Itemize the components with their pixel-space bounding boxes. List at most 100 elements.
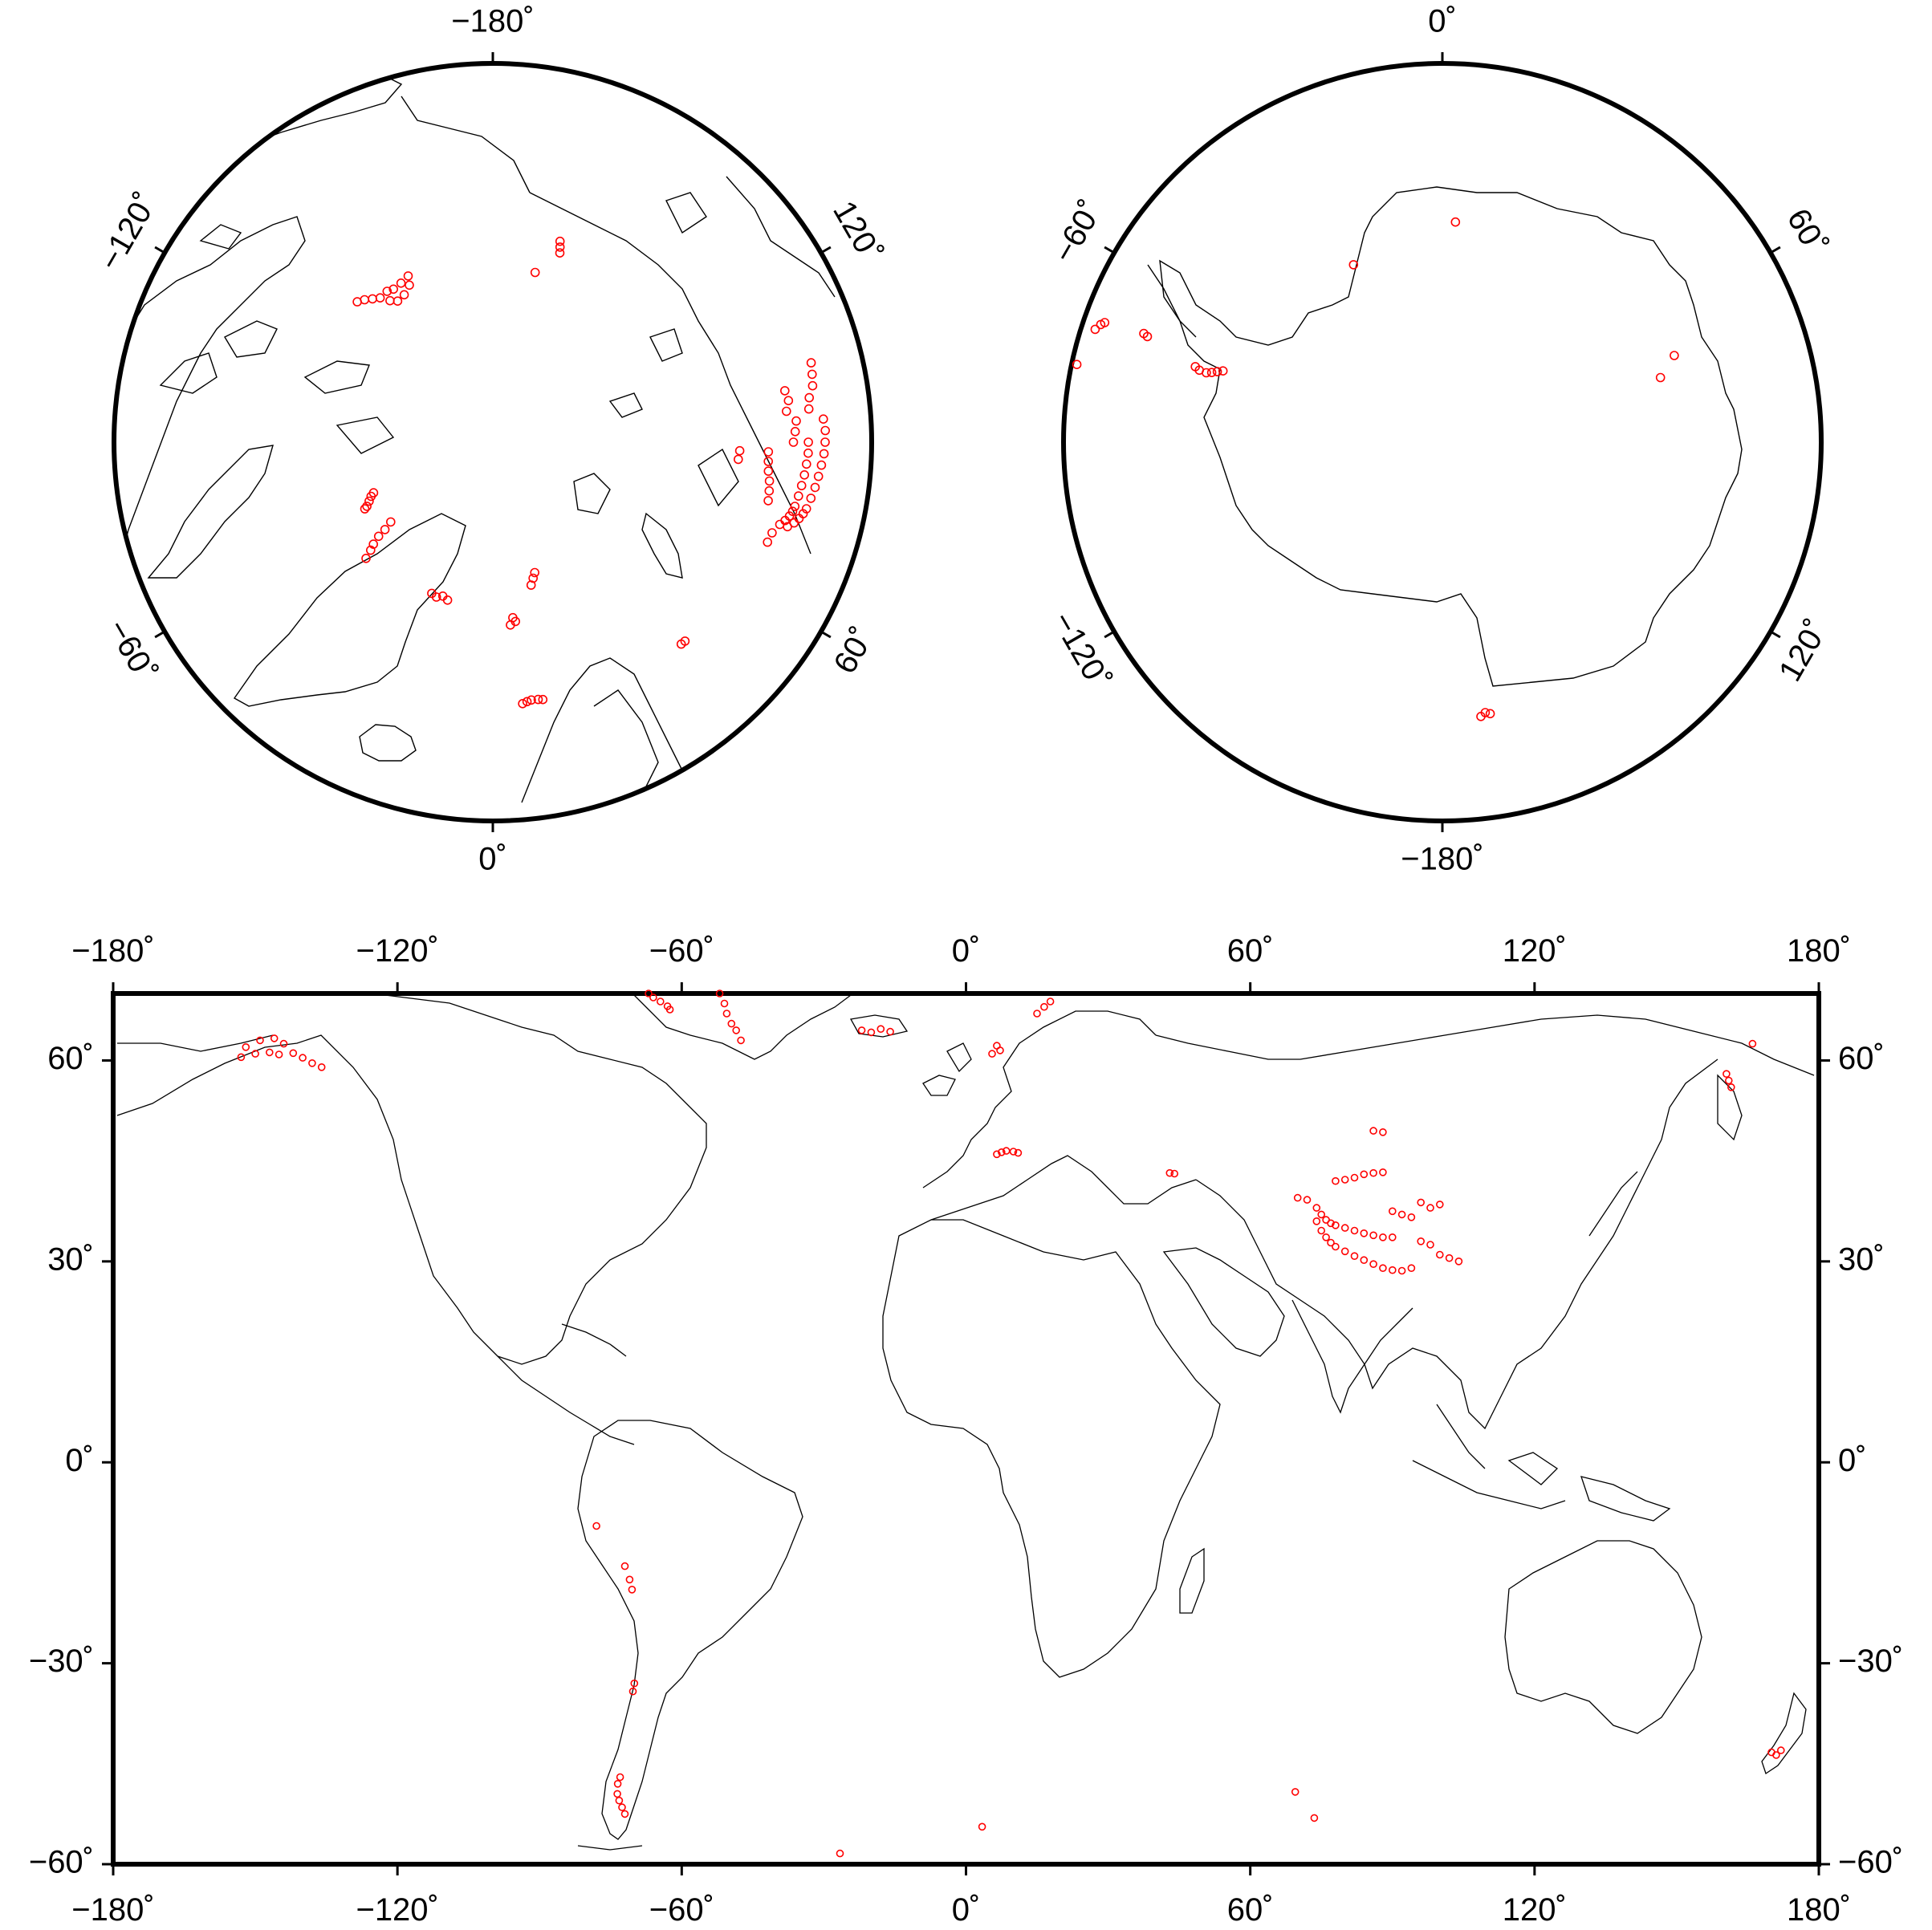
lon-label: −180˚ bbox=[451, 4, 534, 39]
data-point bbox=[867, 1028, 876, 1037]
india-coastline bbox=[1291, 1299, 1413, 1414]
data-point bbox=[1397, 1266, 1406, 1275]
asia-coastline bbox=[1155, 1014, 1815, 1076]
north-data-point bbox=[385, 517, 396, 527]
data-point bbox=[1369, 1260, 1377, 1268]
x-tick-label-bottom: 0˚ bbox=[952, 1892, 981, 1928]
data-point bbox=[1379, 1264, 1387, 1272]
north-data-point bbox=[803, 437, 813, 447]
data-point bbox=[978, 1822, 986, 1831]
scandinavia-coastline bbox=[521, 657, 683, 803]
south-data-point bbox=[1450, 217, 1461, 227]
north-data-point bbox=[820, 437, 830, 447]
north-data-point bbox=[518, 698, 527, 709]
data-point bbox=[645, 989, 653, 998]
data-point bbox=[613, 1790, 621, 1798]
north-data-point bbox=[555, 242, 565, 252]
north-data-point bbox=[733, 454, 743, 465]
north-data-point bbox=[530, 267, 540, 278]
north-data-point bbox=[533, 694, 543, 705]
data-point bbox=[237, 1053, 246, 1062]
data-point bbox=[1777, 1746, 1785, 1754]
y-tick-label-right: 60˚ bbox=[1838, 1041, 1885, 1076]
siberia-coastline bbox=[529, 192, 811, 555]
baffin-coastline bbox=[147, 445, 274, 579]
lon-tick bbox=[1104, 246, 1115, 254]
north-data-point bbox=[555, 248, 565, 258]
australia-coastline bbox=[1504, 1540, 1702, 1734]
north-data-point bbox=[530, 567, 540, 578]
north-data-point bbox=[527, 695, 536, 705]
north-data-point bbox=[796, 481, 807, 490]
north-data-point bbox=[764, 476, 775, 486]
north-data-point bbox=[442, 595, 453, 605]
data-point bbox=[299, 1054, 307, 1062]
data-point bbox=[877, 1025, 885, 1033]
y-tick-label-left: 0˚ bbox=[65, 1443, 94, 1478]
data-point bbox=[1340, 1176, 1349, 1184]
south-data-point bbox=[1100, 318, 1110, 327]
y-tick-label-left: 60˚ bbox=[47, 1041, 94, 1076]
north-data-point bbox=[764, 486, 775, 496]
data-point bbox=[1389, 1266, 1397, 1274]
north-data-point bbox=[399, 290, 409, 300]
lon-tick bbox=[1104, 630, 1115, 639]
north-data-point bbox=[779, 386, 790, 396]
north-data-point bbox=[352, 297, 362, 307]
data-point bbox=[996, 1046, 1004, 1054]
data-point bbox=[1291, 1788, 1300, 1796]
north-data-point bbox=[380, 525, 390, 534]
south-data-point bbox=[1348, 260, 1359, 270]
data-point bbox=[1317, 1210, 1325, 1219]
north-data-point bbox=[388, 284, 399, 295]
world-axis-labels: −180˚ −180˚ −120˚ −120˚ −60˚ −60˚ 0˚ 0˚ 60˚ 60˚ 12… bbox=[29, 933, 1903, 1928]
data-point bbox=[1360, 1170, 1369, 1179]
world-points-layer bbox=[237, 989, 1785, 1858]
data-point bbox=[1165, 1168, 1174, 1177]
data-point bbox=[1350, 1252, 1359, 1260]
north-data-point bbox=[405, 280, 414, 291]
y-tick-label-left: −30˚ bbox=[29, 1644, 94, 1679]
data-point bbox=[630, 1679, 639, 1688]
north-data-point bbox=[538, 694, 548, 705]
north-data-point bbox=[361, 553, 371, 563]
y-tick-label-right: 30˚ bbox=[1838, 1241, 1885, 1277]
data-point bbox=[727, 1019, 736, 1028]
north-data-point bbox=[783, 396, 794, 406]
data-point bbox=[1046, 998, 1055, 1006]
north-data-point bbox=[781, 406, 791, 416]
arabia-coastline bbox=[1162, 1247, 1285, 1357]
data-point bbox=[256, 1036, 264, 1045]
data-point bbox=[1350, 1173, 1359, 1182]
north-data-point bbox=[820, 425, 830, 436]
north-data-point bbox=[396, 278, 406, 288]
data-point bbox=[1389, 1233, 1397, 1241]
y-tick-label-right: −60˚ bbox=[1838, 1845, 1903, 1880]
south-data-point bbox=[1206, 368, 1217, 378]
north-data-point bbox=[510, 616, 521, 627]
south-data-point bbox=[1655, 372, 1666, 383]
data-point bbox=[1369, 1168, 1377, 1177]
north-data-point bbox=[360, 504, 370, 514]
lon-label: 0˚ bbox=[1428, 4, 1457, 39]
data-point bbox=[886, 1027, 894, 1036]
north-data-point bbox=[680, 636, 690, 646]
south-data-point bbox=[1072, 360, 1082, 370]
data-point bbox=[1350, 1226, 1359, 1235]
north-data-point bbox=[522, 697, 532, 707]
lon-tick bbox=[820, 630, 832, 639]
data-point bbox=[620, 1810, 629, 1818]
data-point bbox=[1369, 1231, 1377, 1240]
x-tick-label-bottom: 120˚ bbox=[1503, 1892, 1567, 1928]
y-tick-label-right: 0˚ bbox=[1838, 1443, 1867, 1478]
north-data-point bbox=[763, 466, 774, 476]
africa-coastline bbox=[882, 1219, 1221, 1678]
x-tick-label-top: −180˚ bbox=[71, 933, 154, 969]
south-data-point bbox=[1090, 324, 1100, 335]
south-data-point bbox=[1212, 367, 1222, 376]
world-tick-marks bbox=[102, 982, 1830, 1875]
data-point bbox=[1310, 1814, 1319, 1822]
north-america-coastline bbox=[116, 994, 707, 1365]
north-data-point bbox=[763, 537, 773, 547]
data-point bbox=[1170, 1169, 1178, 1178]
